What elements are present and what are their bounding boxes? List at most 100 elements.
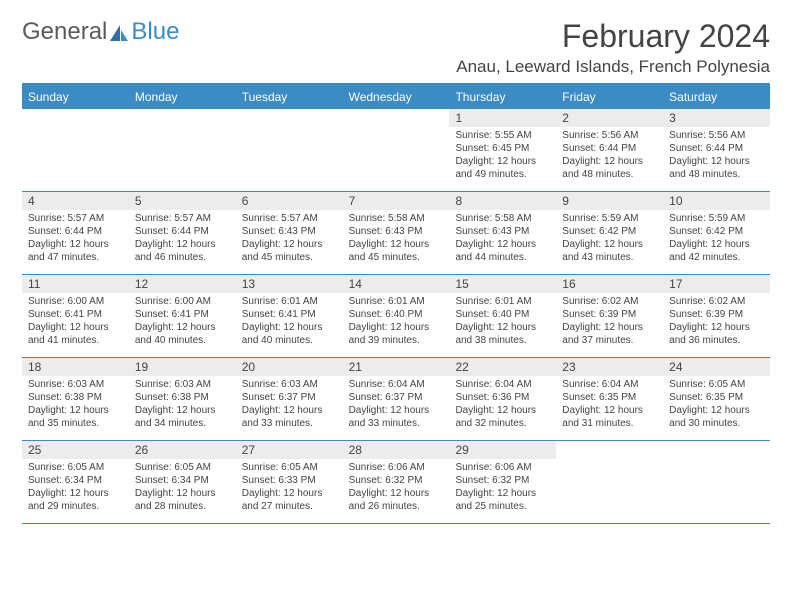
week-row: 11Sunrise: 6:00 AMSunset: 6:41 PMDayligh… <box>22 275 770 358</box>
daylight-line1: Daylight: 12 hours <box>455 155 550 168</box>
day-number-bar: 21 <box>343 358 450 376</box>
day-cell: 2Sunrise: 5:56 AMSunset: 6:44 PMDaylight… <box>556 109 663 191</box>
daylight-line1: Daylight: 12 hours <box>669 321 764 334</box>
day-info: Sunrise: 6:01 AMSunset: 6:40 PMDaylight:… <box>449 293 556 351</box>
sunrise-text: Sunrise: 5:59 AM <box>669 212 764 225</box>
day-info: Sunrise: 6:03 AMSunset: 6:37 PMDaylight:… <box>236 376 343 434</box>
sunset-text: Sunset: 6:38 PM <box>28 391 123 404</box>
day-cell: 19 Sunrise: 6:03 AMSunset: 6:38 PMDayligh… <box>129 358 236 440</box>
daylight-line2: and 25 minutes. <box>455 500 550 513</box>
day-cell: 16Sunrise: 6:02 AMSunset: 6:39 PMDayligh… <box>556 275 663 357</box>
daylight-line1: Daylight: 12 hours <box>135 404 230 417</box>
day-cell: 23Sunrise: 6:04 AMSunset: 6:35 PMDayligh… <box>556 358 663 440</box>
sunset-text: Sunset: 6:42 PM <box>669 225 764 238</box>
daylight-line1: Daylight: 12 hours <box>455 404 550 417</box>
day-number-bar: 23 <box>556 358 663 376</box>
daylight-line1: Daylight: 12 hours <box>349 404 444 417</box>
daylight-line2: and 48 minutes. <box>669 168 764 181</box>
day-cell: 18 Sunrise: 6:03 AMSunset: 6:38 PMDayligh… <box>22 358 129 440</box>
sail-icon <box>109 24 129 42</box>
day-cell: 12 Sunrise: 6:00 AMSunset: 6:41 PMDayligh… <box>129 275 236 357</box>
daylight-line2: and 38 minutes. <box>455 334 550 347</box>
day-number: 19 <box>135 360 148 374</box>
day-cell: 9 Sunrise: 5:59 AMSunset: 6:42 PMDaylight… <box>556 192 663 274</box>
daylight-line1: Daylight: 12 hours <box>349 487 444 500</box>
sunset-text: Sunset: 6:41 PM <box>135 308 230 321</box>
day-number: 27 <box>242 443 255 457</box>
day-number-bar: 29 <box>449 441 556 459</box>
sunset-text: Sunset: 6:32 PM <box>455 474 550 487</box>
day-info: Sunrise: 6:05 AMSunset: 6:34 PMDaylight:… <box>129 459 236 517</box>
daylight-line1: Daylight: 12 hours <box>135 321 230 334</box>
daylight-line2: and 34 minutes. <box>135 417 230 430</box>
day-info: Sunrise: 5:59 AMSunset: 6:42 PMDaylight:… <box>663 210 770 268</box>
sunrise-text: Sunrise: 6:03 AM <box>242 378 337 391</box>
day-number-bar: 12 <box>129 275 236 293</box>
day-info: Sunrise: 6:02 AMSunset: 6:39 PMDaylight:… <box>663 293 770 351</box>
day-info: Sunrise: 5:59 AMSunset: 6:42 PMDaylight:… <box>556 210 663 268</box>
daylight-line1: Daylight: 12 hours <box>242 404 337 417</box>
day-info: Sunrise: 5:56 AMSunset: 6:44 PMDaylight:… <box>556 127 663 185</box>
sunrise-text: Sunrise: 6:05 AM <box>242 461 337 474</box>
daylight-line1: Daylight: 12 hours <box>28 404 123 417</box>
sunset-text: Sunset: 6:34 PM <box>28 474 123 487</box>
day-cell <box>663 441 770 523</box>
sunset-text: Sunset: 6:39 PM <box>562 308 657 321</box>
daylight-line2: and 42 minutes. <box>669 251 764 264</box>
sunset-text: Sunset: 6:41 PM <box>28 308 123 321</box>
day-info: Sunrise: 6:03 AMSunset: 6:38 PMDaylight:… <box>129 376 236 434</box>
day-cell: 4Sunrise: 5:57 AMSunset: 6:44 PMDaylight… <box>22 192 129 274</box>
day-number-bar: 13 <box>236 275 343 293</box>
daylight-line2: and 26 minutes. <box>349 500 444 513</box>
day-cell: 5Sunrise: 5:57 AMSunset: 6:44 PMDaylight… <box>129 192 236 274</box>
day-number: 26 <box>135 443 148 457</box>
sunrise-text: Sunrise: 6:01 AM <box>455 295 550 308</box>
sunrise-text: Sunrise: 5:57 AM <box>242 212 337 225</box>
day-info <box>22 113 129 119</box>
location: Anau, Leeward Islands, French Polynesia <box>456 57 770 77</box>
sunrise-text: Sunrise: 6:01 AM <box>242 295 337 308</box>
calendar-page: General Blue February 2024 Anau, Leeward… <box>0 0 792 542</box>
daylight-line1: Daylight: 12 hours <box>562 155 657 168</box>
daylight-line1: Daylight: 12 hours <box>562 238 657 251</box>
day-number: 9 <box>562 194 569 208</box>
day-number: 3 <box>669 111 676 125</box>
sunrise-text: Sunrise: 6:04 AM <box>455 378 550 391</box>
day-number: 6 <box>242 194 249 208</box>
day-number-bar: 19 <box>129 358 236 376</box>
daylight-line1: Daylight: 12 hours <box>135 487 230 500</box>
day-info: Sunrise: 6:02 AMSunset: 6:39 PMDaylight:… <box>556 293 663 351</box>
day-cell: 11Sunrise: 6:00 AMSunset: 6:41 PMDayligh… <box>22 275 129 357</box>
sunrise-text: Sunrise: 5:57 AM <box>135 212 230 225</box>
sunset-text: Sunset: 6:42 PM <box>562 225 657 238</box>
day-cell: 22Sunrise: 6:04 AMSunset: 6:36 PMDayligh… <box>449 358 556 440</box>
day-number-bar: 28 <box>343 441 450 459</box>
daylight-line1: Daylight: 12 hours <box>242 238 337 251</box>
day-number-bar: 7 <box>343 192 450 210</box>
day-cell: 3 Sunrise: 5:56 AMSunset: 6:44 PMDaylight… <box>663 109 770 191</box>
calendar-grid: 1Sunrise: 5:55 AMSunset: 6:45 PMDaylight… <box>22 109 770 524</box>
sunrise-text: Sunrise: 6:06 AM <box>349 461 444 474</box>
day-number: 21 <box>349 360 362 374</box>
daylight-line2: and 31 minutes. <box>562 417 657 430</box>
day-cell: 28Sunrise: 6:06 AMSunset: 6:32 PMDayligh… <box>343 441 450 523</box>
day-number: 15 <box>455 277 468 291</box>
sunrise-text: Sunrise: 6:01 AM <box>349 295 444 308</box>
daylight-line1: Daylight: 12 hours <box>455 487 550 500</box>
day-info: Sunrise: 5:56 AMSunset: 6:44 PMDaylight:… <box>663 127 770 185</box>
day-number: 18 <box>28 360 41 374</box>
day-cell: 27Sunrise: 6:05 AMSunset: 6:33 PMDayligh… <box>236 441 343 523</box>
daylight-line2: and 40 minutes. <box>242 334 337 347</box>
sunrise-text: Sunrise: 6:05 AM <box>669 378 764 391</box>
sunrise-text: Sunrise: 6:05 AM <box>28 461 123 474</box>
day-number: 14 <box>349 277 362 291</box>
sunset-text: Sunset: 6:43 PM <box>242 225 337 238</box>
day-number: 28 <box>349 443 362 457</box>
sunset-text: Sunset: 6:33 PM <box>242 474 337 487</box>
sunrise-text: Sunrise: 5:56 AM <box>562 129 657 142</box>
day-info: Sunrise: 6:03 AMSunset: 6:38 PMDaylight:… <box>22 376 129 434</box>
sunrise-text: Sunrise: 6:00 AM <box>135 295 230 308</box>
daylight-line1: Daylight: 12 hours <box>455 321 550 334</box>
daylight-line2: and 30 minutes. <box>669 417 764 430</box>
daylight-line2: and 35 minutes. <box>28 417 123 430</box>
